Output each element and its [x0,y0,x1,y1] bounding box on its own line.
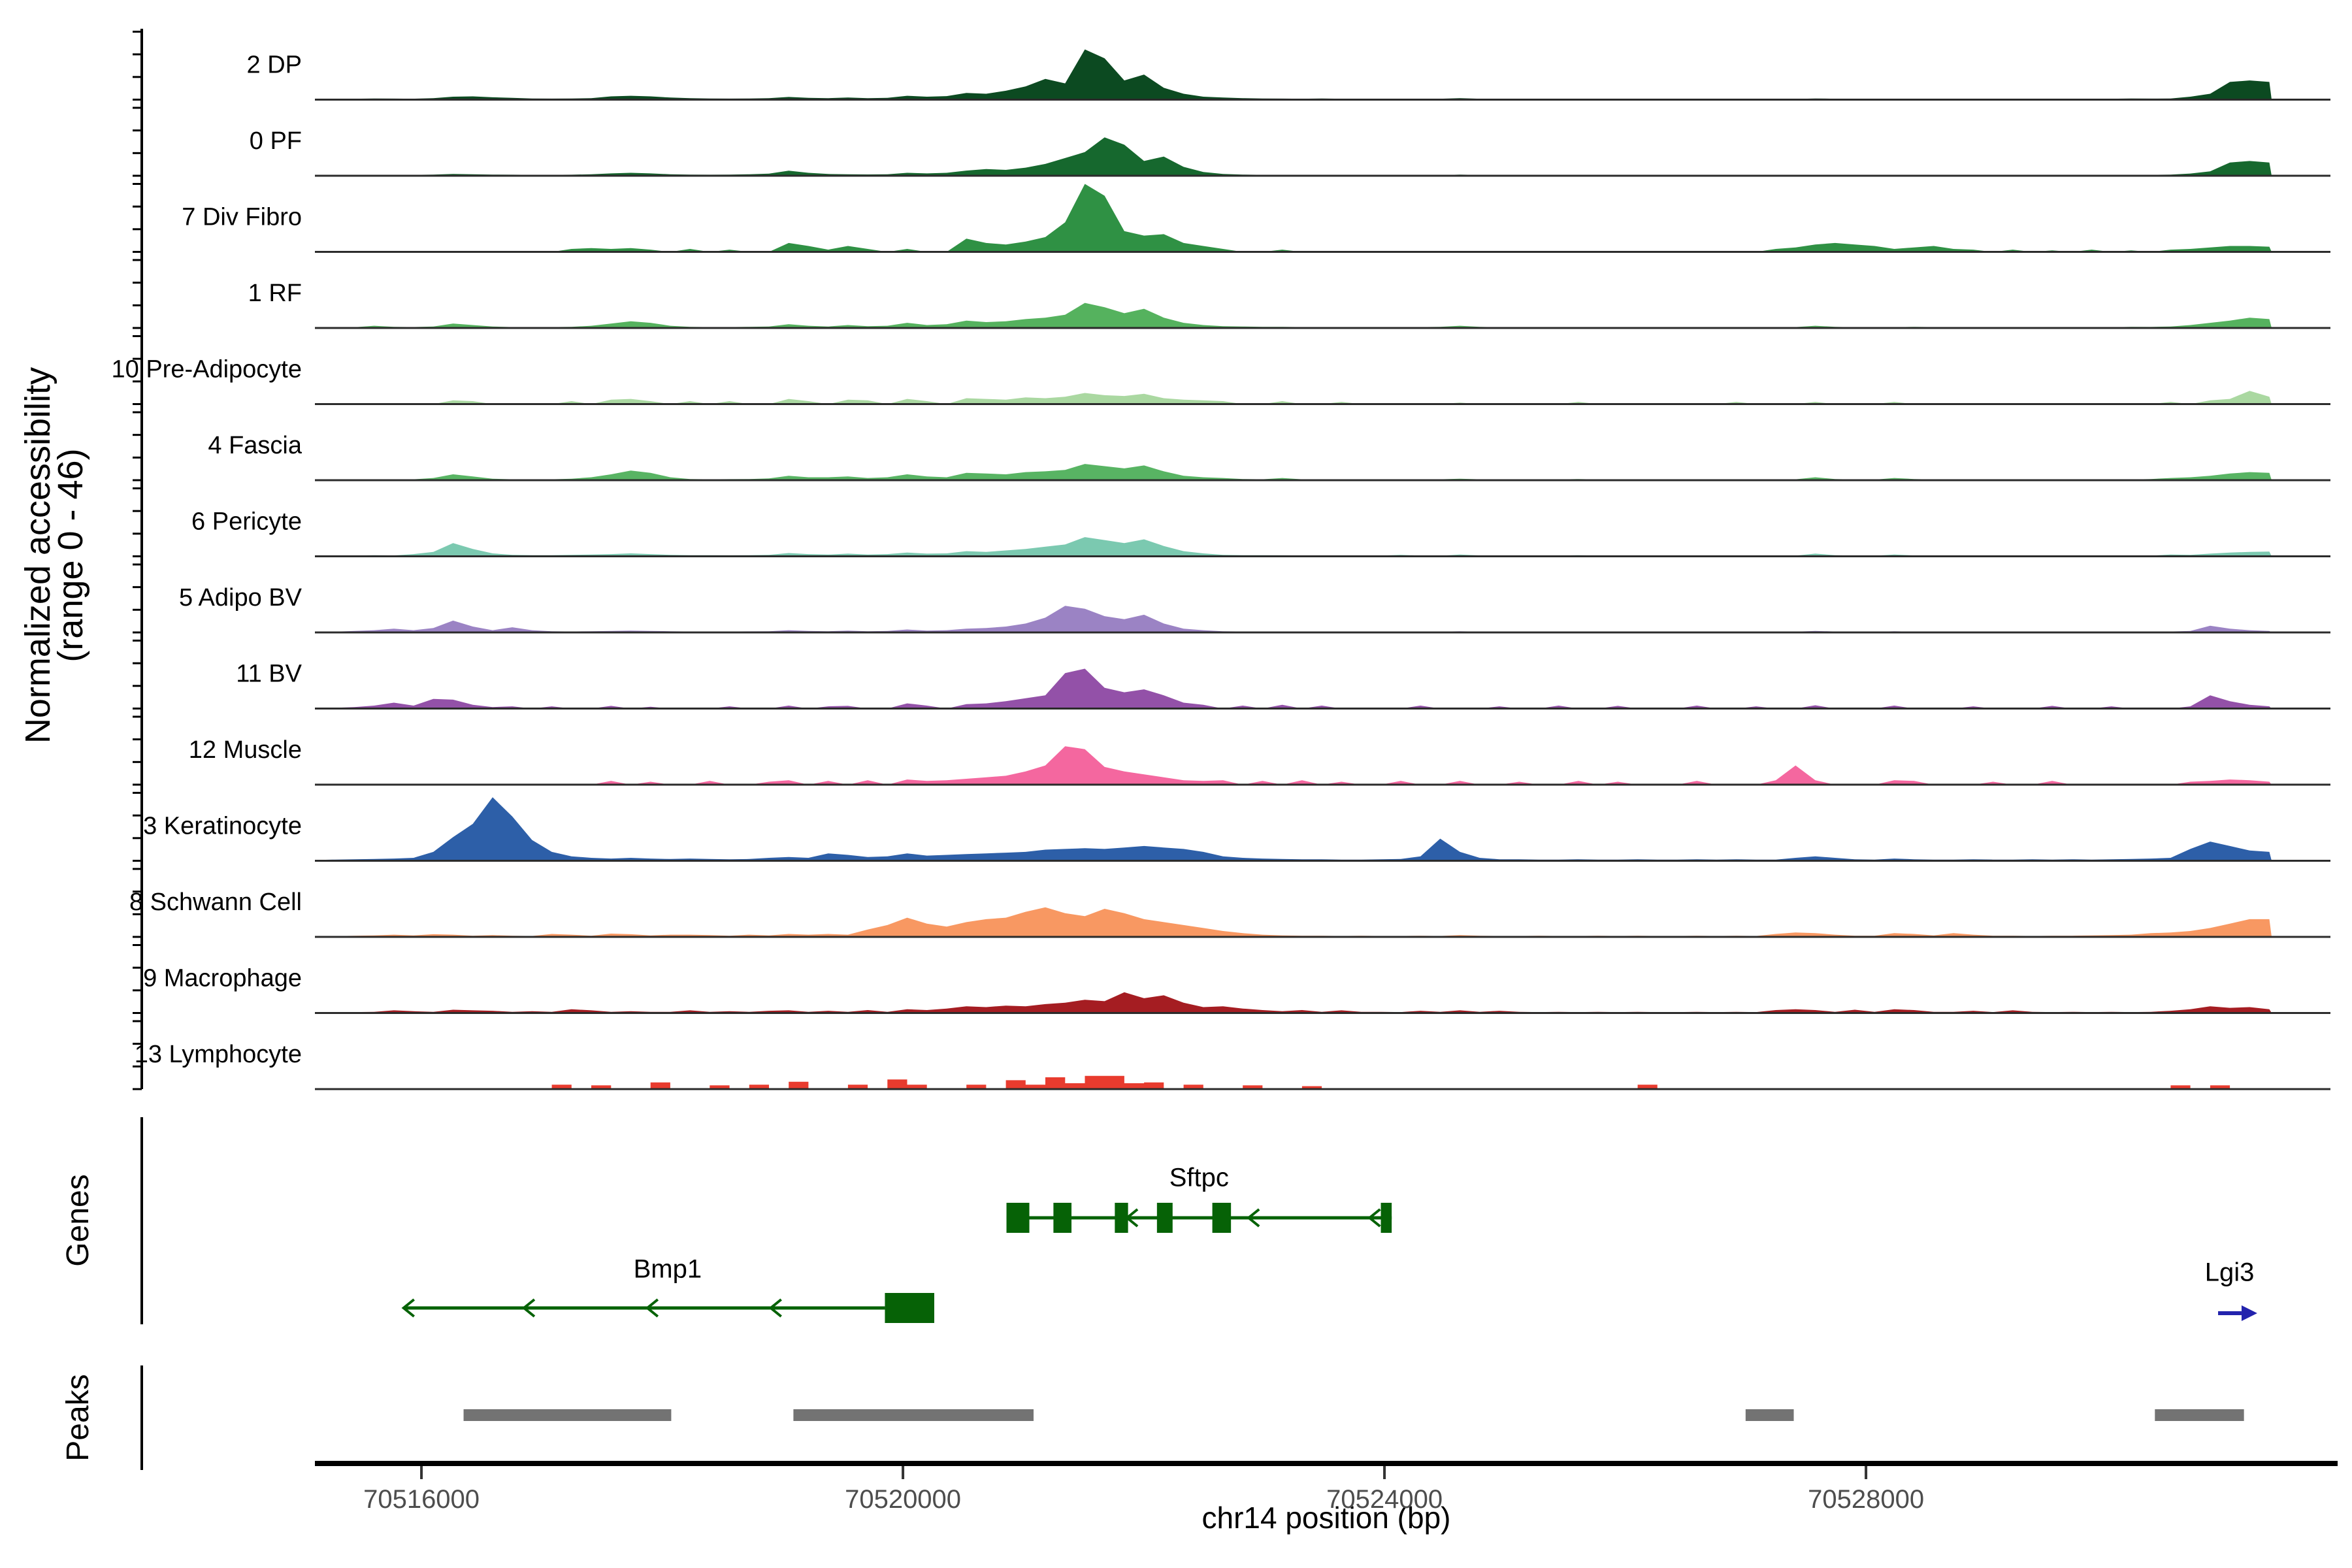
coverage-area [315,464,2272,480]
track-label: 7 Div Fibro [182,204,302,231]
coverage-area [315,184,2272,252]
coverage-area [315,537,2272,557]
coverage-area [315,907,2272,937]
track-8-schwann-cell: 8 Schwann Cell [129,889,2330,938]
coverage-area [315,797,2272,861]
track-1-rf: 1 RF [248,280,2330,329]
coverage-area [315,746,2272,785]
track-4-fascia: 4 Fascia [208,432,2330,482]
peak-bar [793,1409,1034,1421]
gene-exon [1380,1203,1392,1233]
x-tick-label: 70528000 [1808,1485,1924,1514]
track-0-pf: 0 PF [250,127,2330,177]
coverage-area [315,391,2272,404]
track-11-bv: 11 BV [236,661,2330,710]
coverage-area [315,49,2272,100]
gene-arrowhead-icon [2241,1305,2257,1321]
gene-exon [1053,1203,1072,1233]
track-6-pericyte: 6 Pericyte [191,508,2330,557]
gene-exon [1156,1203,1173,1233]
track-label: 4 Fascia [208,432,302,459]
track-label: 0 PF [250,127,302,155]
track-2-dp: 2 DP [247,49,2330,101]
gene-exon [1115,1203,1128,1233]
coverage-area [315,992,2272,1013]
track-9-macrophage: 9 Macrophage [143,965,2330,1014]
track-label: 12 Muscle [189,736,302,764]
track-label: 6 Pericyte [191,508,302,536]
track-7-div-fibro: 7 Div Fibro [182,184,2330,253]
gene-name-label: Bmp1 [634,1255,702,1284]
x-tick-label: 70516000 [363,1485,480,1514]
gene-exon [885,1293,934,1323]
track-5-adipo-bv: 5 Adipo BV [179,584,2330,634]
strand-direction-chevron-icon [768,1298,782,1318]
gene-name-label: Sftpc [1169,1164,1229,1192]
track-12-muscle: 12 Muscle [189,736,2330,786]
track-label: 3 Keratinocyte [143,813,302,840]
strand-direction-chevron-icon [1124,1208,1139,1228]
x-tick-label: 70524000 [1326,1485,1443,1514]
gene-sftpc: Sftpc [1006,1164,1392,1233]
x-axis-title: chr14 position (bp) [1201,1501,1451,1535]
peak-bar [1745,1409,1794,1421]
coverage-area [315,302,2272,328]
track-10-pre-adipocyte: 10 Pre-Adipocyte [112,356,2330,405]
strand-direction-chevron-icon [401,1298,415,1318]
coverage-area [315,1075,2272,1089]
coverage-area [315,606,2272,632]
track-label: 9 Macrophage [143,965,302,992]
gene-exon [1006,1203,1030,1233]
strand-direction-chevron-icon [1246,1208,1260,1228]
track-13-lymphocyte: 13 Lymphocyte [135,1041,2330,1090]
track-label: 2 DP [247,52,302,79]
track-label: 1 RF [248,280,302,307]
coverage-area [315,668,2272,709]
track-label: 5 Adipo BV [179,584,302,612]
gene-bmp1: Bmp1 [401,1255,934,1323]
track-label: 10 Pre-Adipocyte [112,356,302,384]
gene-lgi3: Lgi3 [2205,1258,2257,1321]
gene-name-label: Lgi3 [2205,1258,2255,1287]
track-3-keratinocyte: 3 Keratinocyte [143,797,2330,862]
peak-bar [463,1409,672,1421]
strand-direction-chevron-icon [1367,1208,1381,1228]
track-label: 8 Schwann Cell [129,889,302,916]
coverage-area [315,137,2272,176]
track-label: 11 BV [236,661,302,688]
gene-exon [1212,1203,1232,1233]
peak-bar [2155,1409,2244,1421]
strand-direction-chevron-icon [521,1298,536,1318]
track-label: 13 Lymphocyte [135,1041,302,1068]
strand-direction-chevron-icon [645,1298,659,1318]
x-tick-label: 70520000 [845,1485,961,1514]
